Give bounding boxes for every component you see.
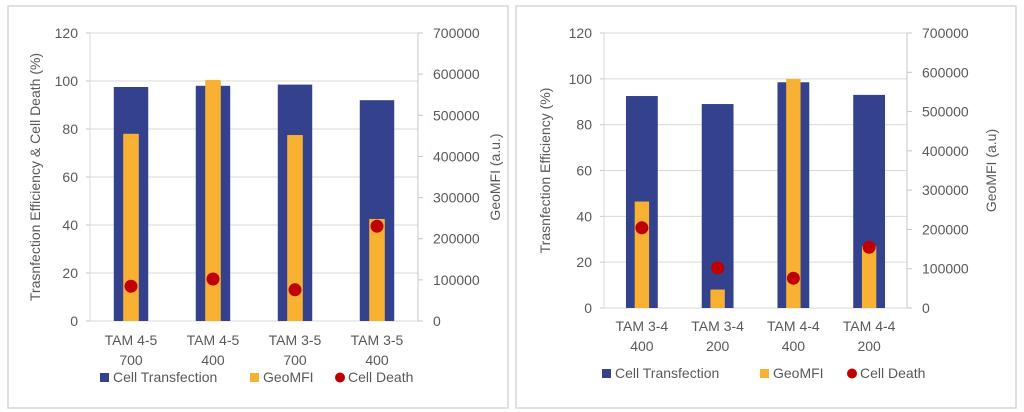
bar-geomfi bbox=[287, 135, 303, 321]
x-tick-label: TAM 4-4 bbox=[843, 318, 896, 334]
y2-tick-label: 600000 bbox=[922, 64, 969, 80]
bar-geomfi bbox=[205, 79, 221, 321]
legend-swatch-cell-death bbox=[335, 372, 345, 383]
y-tick-label: 120 bbox=[55, 25, 79, 41]
y2-tick-label: 700000 bbox=[433, 25, 480, 41]
bar-cell-transfection bbox=[701, 104, 734, 309]
marker-cell-death bbox=[124, 279, 138, 293]
legend-label: GeoMFI bbox=[773, 365, 824, 381]
y-tick-label: 0 bbox=[70, 313, 78, 329]
y2-tick-label: 0 bbox=[922, 300, 930, 316]
y2-tick-label: 500000 bbox=[433, 107, 480, 123]
x-tick-label: 400 bbox=[365, 352, 389, 368]
chart-border bbox=[7, 5, 509, 409]
x-tick-label: TAM 4-4 bbox=[767, 318, 820, 334]
y2-tick-label: 200000 bbox=[922, 221, 969, 237]
y-tick-label: 80 bbox=[576, 117, 592, 133]
y-tick-label: 100 bbox=[55, 73, 79, 89]
bar-geomfi bbox=[369, 218, 385, 321]
y2-tick-label: 400000 bbox=[922, 143, 969, 159]
x-tick-label: TAM 4-5 bbox=[105, 332, 158, 348]
legend-swatch-geomfi bbox=[250, 373, 259, 382]
bar-geomfi bbox=[710, 289, 725, 308]
legend-swatch-cell-death bbox=[847, 368, 857, 379]
y-tick-label: 120 bbox=[569, 25, 593, 41]
marker-cell-death bbox=[370, 219, 384, 233]
marker-cell-death bbox=[206, 272, 220, 286]
x-tick-label: TAM 3-5 bbox=[269, 332, 322, 348]
y2-tick-label: 600000 bbox=[433, 66, 480, 82]
y-tick-label: 60 bbox=[62, 169, 78, 185]
bar-geomfi bbox=[634, 201, 650, 308]
x-tick-label: 400 bbox=[782, 338, 806, 354]
legend-label: Cell Death bbox=[348, 369, 413, 385]
x-tick-label: 200 bbox=[857, 338, 881, 354]
chart-border bbox=[515, 5, 1017, 409]
legend: Cell Transfection GeoMFI Cell Death bbox=[100, 369, 413, 385]
x-tick-label: TAM 3-5 bbox=[351, 332, 404, 348]
y-axis-label: Trasnfection Efficiency (%) bbox=[537, 88, 553, 254]
bar-geomfi bbox=[123, 133, 139, 321]
marker-cell-death bbox=[635, 221, 649, 235]
y2-tick-label: 400000 bbox=[433, 148, 480, 164]
x-tick-label: TAM 4-5 bbox=[187, 332, 240, 348]
legend-swatch-cell-transfection bbox=[100, 373, 109, 382]
bar-geomfi bbox=[861, 246, 877, 308]
bar-geomfi bbox=[786, 78, 801, 308]
y-tick-label: 100 bbox=[569, 71, 593, 87]
y-tick-label: 20 bbox=[576, 254, 592, 270]
y2-tick-label: 300000 bbox=[433, 190, 480, 206]
y2-tick-label: 500000 bbox=[922, 104, 969, 120]
marker-cell-death bbox=[786, 271, 800, 285]
chart-panel-2: 0 20 40 60 80 100 120 0 100000 200000 300000 400000… bbox=[515, 5, 1017, 409]
y-tick-label: 80 bbox=[62, 121, 78, 137]
x-tick-label: TAM 3-4 bbox=[616, 318, 669, 334]
marker-cell-death bbox=[288, 283, 302, 297]
y2-tick-label: 0 bbox=[433, 313, 441, 329]
y2-tick-label: 300000 bbox=[922, 182, 969, 198]
y-tick-label: 0 bbox=[584, 300, 592, 316]
x-tick-label: 700 bbox=[283, 352, 307, 368]
legend-label: Cell Transfection bbox=[615, 365, 719, 381]
y2-axis-label: GeoMFI (a.u) bbox=[983, 129, 999, 212]
marker-cell-death bbox=[711, 261, 725, 275]
y2-tick-label: 700000 bbox=[922, 25, 969, 41]
y2-tick-label: 200000 bbox=[433, 231, 480, 247]
x-tick-label: 400 bbox=[630, 338, 654, 354]
marker-cell-death bbox=[862, 240, 876, 254]
x-tick-label: 200 bbox=[706, 338, 730, 354]
legend-label: GeoMFI bbox=[263, 369, 314, 385]
legend-label: Cell Death bbox=[860, 365, 925, 381]
x-tick-label: 700 bbox=[119, 352, 143, 368]
chart-panel-1: 0 20 40 60 80 100 120 0 100000 200000 300000 400000… bbox=[7, 5, 509, 409]
legend-label: Cell Transfection bbox=[113, 369, 217, 385]
y-axis-label: Trasnfection Efficiency & Cell Death (%) bbox=[27, 53, 43, 301]
y2-tick-label: 100000 bbox=[433, 272, 480, 288]
y-tick-label: 40 bbox=[62, 217, 78, 233]
y-tick-label: 20 bbox=[62, 265, 78, 281]
legend-swatch-cell-transfection bbox=[602, 369, 611, 378]
x-tick-label: TAM 3-4 bbox=[691, 318, 744, 334]
y2-tick-label: 100000 bbox=[922, 261, 969, 277]
y-tick-label: 60 bbox=[576, 163, 592, 179]
y2-axis-label: GeoMFI (a.u.) bbox=[487, 133, 503, 220]
x-tick-label: 400 bbox=[201, 352, 225, 368]
y-tick-label: 40 bbox=[576, 208, 592, 224]
legend-swatch-geomfi bbox=[760, 369, 769, 378]
legend: Cell Transfection GeoMFI Cell Death bbox=[602, 365, 925, 381]
